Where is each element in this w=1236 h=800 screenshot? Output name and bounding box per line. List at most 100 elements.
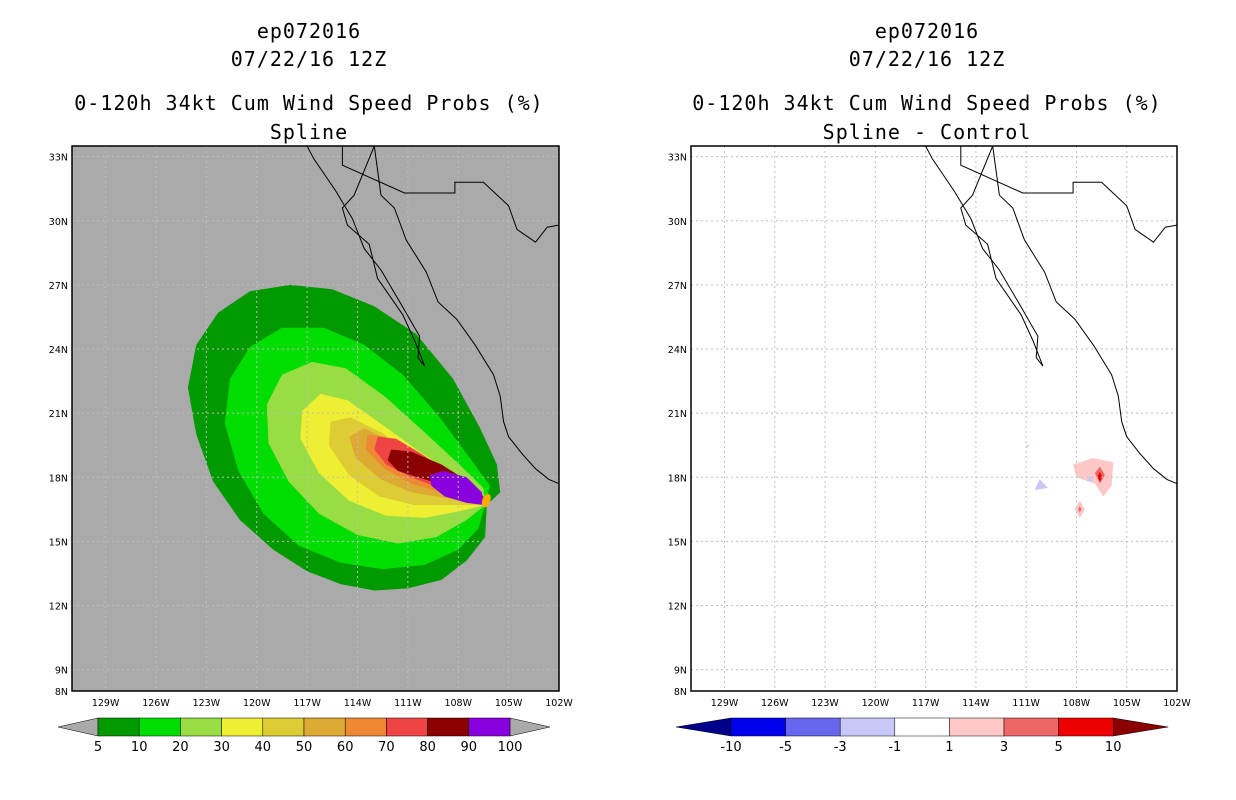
chart-subtitle: Spline <box>269 120 349 144</box>
colorbar-segment <box>468 717 511 737</box>
colorbar-label: -3 <box>834 740 847 755</box>
colorbar-segment <box>303 717 346 737</box>
longitude-tick-label: 114W <box>962 698 990 709</box>
latitude-tick-label: 33N <box>49 153 68 164</box>
latitude-tick-label: 15N <box>668 537 687 548</box>
storm-id: ep072016 <box>874 19 980 43</box>
coastline <box>999 194 1177 485</box>
difference-area-5 <box>1078 506 1082 513</box>
left-panel: ep072016 07/22/16 12Z 0-120h 34kt Cum Wi… <box>74 19 544 144</box>
map-frame <box>690 145 1178 692</box>
country-border <box>960 146 1177 243</box>
longitude-tick-label: 105W <box>495 698 523 709</box>
chart-title: 0-120h 34kt Cum Wind Speed Probs (%) <box>692 91 1162 115</box>
colorbar-label: 5 <box>94 740 102 755</box>
coastline <box>925 146 1044 367</box>
longitude-tick-label: 123W <box>193 698 221 709</box>
latitude-tick-label: 27N <box>49 281 68 292</box>
difference-area-10 <box>1097 471 1103 482</box>
latitude-tick-label: 8N <box>55 687 68 698</box>
colorbar-label: 60 <box>337 740 354 755</box>
latitude-tick-label: 15N <box>49 537 68 548</box>
colorbar-segment <box>180 717 222 737</box>
colorbar-label: 10 <box>1105 740 1122 755</box>
forecast-datetime: 07/22/16 12Z <box>848 47 1006 71</box>
right-panel: ep072016 07/22/16 12Z 0-120h 34kt Cum Wi… <box>618 0 1236 800</box>
map-background <box>691 146 1177 691</box>
colorbar-label: 40 <box>255 740 272 755</box>
colorbar-segment <box>1058 717 1114 737</box>
colorbar-segment <box>730 717 786 737</box>
colorbar-label: 5 <box>1054 740 1062 755</box>
latitude-tick-label: 30N <box>668 217 687 228</box>
colorbar-segment <box>138 717 181 737</box>
latitude-tick-label: 12N <box>49 602 68 613</box>
chart-title: 0-120h 34kt Cum Wind Speed Probs (%) <box>74 91 544 115</box>
difference-area--3 <box>1086 475 1094 482</box>
forecast-datetime: 07/22/16 12Z <box>230 47 388 71</box>
colorbar-label: 20 <box>172 740 189 755</box>
map-panel-2: 129W 126W 123W 120W 117W 114W 111W 108W 105W 102W… <box>668 145 1191 755</box>
coastline <box>373 146 382 196</box>
longitude-tick-label: 108W <box>1063 698 1091 709</box>
longitude-tick-label: 108W <box>444 698 472 709</box>
longitude-tick-label: 126W <box>142 698 170 709</box>
colorbar-segment <box>221 717 264 737</box>
colorbar-left-arrow <box>57 717 99 737</box>
latitude-tick-label: 18N <box>668 473 687 484</box>
longitude-tick-label: 105W <box>1113 698 1141 709</box>
storm-id: ep072016 <box>256 19 362 43</box>
colorbar-label: 1 <box>945 740 953 755</box>
longitude-tick-label: 111W <box>394 698 422 709</box>
longitude-tick-label: 114W <box>344 698 372 709</box>
coastline <box>380 194 559 485</box>
map-frame <box>71 145 560 692</box>
map-panel-1: 129W 126W 123W 120W 117W 114W 111W 108W 105W 102W… <box>49 145 573 755</box>
difference-area-3 <box>1073 458 1114 497</box>
colorbar-label: 70 <box>378 740 395 755</box>
latitude-tick-label: 12N <box>668 602 687 613</box>
latitude-tick-label: 24N <box>668 345 687 356</box>
colorbar-label: 90 <box>461 740 478 755</box>
colorbar-label: -1 <box>888 740 901 755</box>
longitude-tick-label: 129W <box>711 698 739 709</box>
latitude-tick-label: 9N <box>674 666 687 677</box>
colorbar-left-arrow <box>675 717 732 737</box>
longitude-tick-label: 126W <box>761 698 789 709</box>
longitude-tick-label: 120W <box>243 698 271 709</box>
chart-subtitle: Spline - Control <box>822 120 1032 144</box>
map-content <box>72 146 559 691</box>
map-content <box>691 146 1177 691</box>
colorbar-segment <box>97 717 140 737</box>
colorbar-label: 30 <box>213 740 230 755</box>
coastline <box>306 146 426 367</box>
colorbar-right-arrow <box>1112 717 1169 737</box>
longitude-tick-label: 111W <box>1012 698 1040 709</box>
latitude-tick-label: 33N <box>668 153 687 164</box>
latitude-tick-label: 8N <box>674 687 687 698</box>
colorbar-segment <box>949 717 1005 737</box>
latitude-tick-label: 27N <box>668 281 687 292</box>
latitude-tick-label: 30N <box>49 217 68 228</box>
colorbar-label: 3 <box>1000 740 1008 755</box>
coastline <box>992 146 1000 196</box>
latitude-tick-label: 18N <box>49 473 68 484</box>
latitude-tick-label: 9N <box>55 666 68 677</box>
colorbar-segment <box>344 717 387 737</box>
longitude-tick-label: 117W <box>912 698 940 709</box>
difference-area--3 <box>1034 479 1048 491</box>
longitude-tick-label: 120W <box>862 698 890 709</box>
colorbar-label: -5 <box>779 740 792 755</box>
longitude-tick-label: 102W <box>545 698 573 709</box>
contour-90-pct <box>429 470 486 506</box>
colorbar-label: 80 <box>419 740 436 755</box>
colorbar-label: 50 <box>296 740 313 755</box>
colorbar-label: 100 <box>498 740 523 755</box>
colorbar-segment <box>894 717 950 737</box>
colorbar-segment <box>785 717 841 737</box>
difference-area-1 <box>1026 444 1030 448</box>
colorbar-segment <box>386 717 428 737</box>
latitude-tick-label: 21N <box>668 409 687 420</box>
colorbar-segment <box>427 717 470 737</box>
